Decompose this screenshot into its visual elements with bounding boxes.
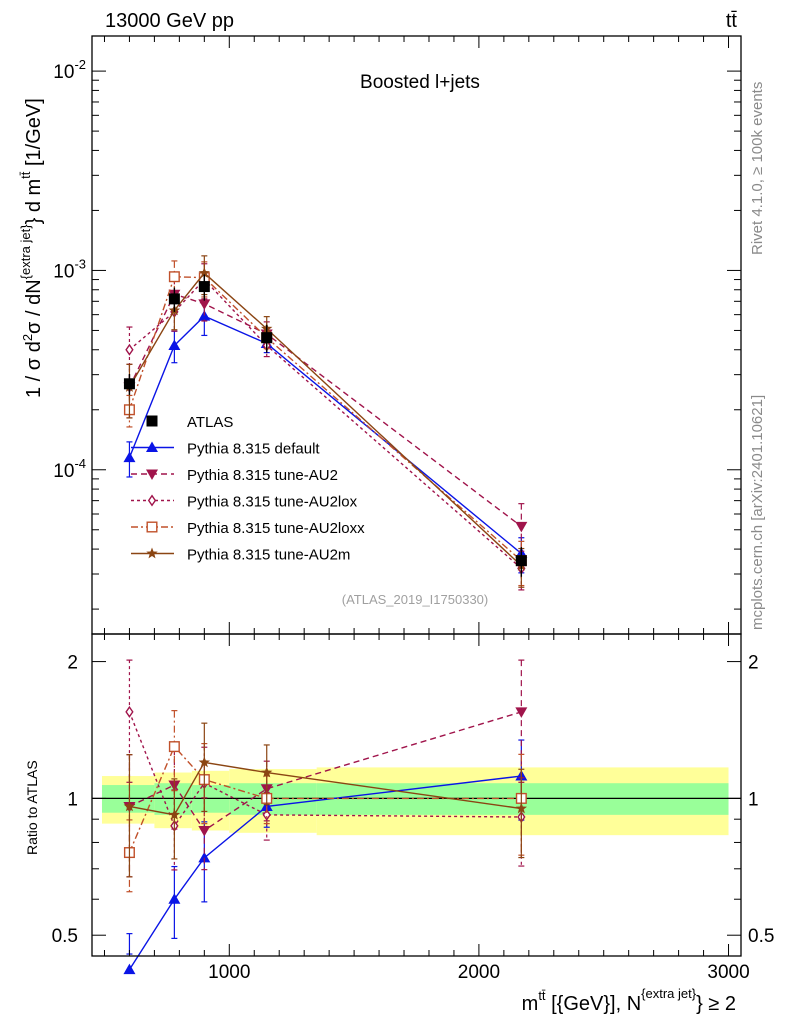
- x-axis-label-part: [{GeV}], N: [546, 993, 642, 1015]
- series-layer: [123, 255, 528, 975]
- x-axis-label-part: } ≥ 2: [696, 993, 736, 1015]
- marker-triangle-up: [123, 451, 136, 463]
- header-right-label: tt̄: [726, 10, 738, 32]
- y-axis-label-part: 1 / σ d: [23, 341, 45, 398]
- mcplots-label: mcplots.cern.ch [arXiv:2401.10621]: [749, 395, 766, 630]
- marker-data-square: [123, 378, 135, 390]
- ratio-y-tick-label-right: 1: [748, 789, 759, 810]
- marker-star: [261, 766, 273, 778]
- legend-entry-label: Pythia 8.315 tune-AU2m: [187, 547, 350, 564]
- marker-triangle-down: [198, 299, 211, 310]
- ratio-panel-frame: [91, 633, 742, 957]
- legend: ATLAS Pythia 8.315 default Pythia 8.315 tu…: [131, 414, 365, 564]
- legend-entry-label: Pythia 8.315 tune-AU2lox: [187, 494, 358, 511]
- legend-entry-label: Pythia 8.315 tune-AU2: [187, 467, 338, 484]
- marker-triangle-up: [146, 441, 158, 452]
- y-tick-label: 10-3: [53, 256, 86, 282]
- main-panel-frame: [91, 35, 742, 635]
- marker-square: [168, 741, 180, 753]
- atlas-data-layer: [123, 274, 527, 577]
- marker-triangle-down: [146, 469, 158, 480]
- marker-diamond: [262, 808, 271, 821]
- x-tick-label: 2000: [458, 962, 500, 983]
- marker-data-square: [146, 415, 158, 427]
- marker-triangle-up: [123, 963, 136, 975]
- marker-star: [198, 267, 210, 278]
- y-axis-label-part: } d m: [23, 179, 45, 225]
- marker-star: [198, 756, 210, 768]
- marker-square: [168, 271, 180, 283]
- rivet-label: Rivet 4.1.0, ≥ 100k events: [749, 82, 766, 255]
- x-tick-label: 1000: [208, 962, 250, 983]
- x-axis-label: mtt̄ [{GeV}], N{extra jet}} ≥ 2: [522, 986, 736, 1015]
- series-line-main: [128, 293, 522, 527]
- marker-diamond: [125, 343, 134, 356]
- ratio-axis-label: Ratio to ATLAS: [24, 760, 40, 855]
- ratio-y-tick-label-left: 1: [67, 789, 78, 810]
- y-tick-label-base: 10: [53, 461, 74, 482]
- marker-data-square: [168, 293, 180, 305]
- series-line-ratio: [128, 745, 522, 853]
- y-tick-label-exponent: -2: [74, 57, 86, 72]
- marker-triangle-up: [168, 893, 181, 904]
- marker-triangle-up: [168, 339, 181, 351]
- y-axis-label-part: [1/GeV]: [23, 98, 45, 171]
- marker-star: [168, 808, 181, 820]
- x-tick-label: 3000: [707, 962, 749, 983]
- ratio-y-tick-label-right: 0.5: [748, 926, 774, 947]
- y-tick-label-exponent: -4: [74, 456, 86, 471]
- marker-triangle-down: [198, 825, 211, 837]
- marker-diamond: [125, 705, 134, 718]
- marker-triangle-down: [515, 707, 528, 718]
- marker-diamond: [147, 494, 157, 507]
- marker-square: [146, 521, 158, 533]
- y-tick-label-base: 10: [53, 261, 74, 282]
- marker-star: [146, 547, 158, 559]
- y-tick-label: 10-2: [53, 57, 86, 83]
- marker-triangle-down: [515, 521, 528, 533]
- y-tick-label-base: 10: [53, 62, 74, 83]
- marker-data-square: [261, 332, 273, 344]
- y-axis-label-sup: {extra jet}: [18, 224, 33, 280]
- axis-frames: [91, 35, 742, 957]
- marker-star: [515, 802, 527, 814]
- header-left-label: 13000 GeV pp: [105, 10, 234, 32]
- axis-ticks: [92, 36, 741, 956]
- marker-data-square: [198, 281, 210, 293]
- legend-entry-label: Pythia 8.315 default: [187, 441, 320, 458]
- x-axis-label-sup: tt̄: [538, 988, 546, 1003]
- chart-title: Boosted l+jets: [360, 72, 480, 93]
- ratio-y-tick-label-right: 2: [748, 653, 759, 674]
- marker-triangle-up: [198, 851, 211, 863]
- analysis-tag: (ATLAS_2019_I1750330): [342, 592, 488, 607]
- legend-entry-label: Pythia 8.315 tune-AU2loxx: [187, 520, 365, 537]
- marker-star: [123, 800, 136, 812]
- series-line-main: [128, 315, 522, 555]
- y-axis-label-part: σ / dN: [23, 279, 45, 334]
- x-axis-label-part: m: [522, 993, 539, 1015]
- y-axis-label: 1 / σ d2σ / dN{extra jet}} d mtt̄ [1/GeV…: [18, 98, 45, 398]
- y-axis-label-sup: tt̄: [18, 171, 33, 179]
- x-axis-label-sup: {extra jet}: [641, 986, 697, 1001]
- ratio-y-tick-label-left: 0.5: [52, 926, 78, 947]
- marker-data-square: [515, 555, 527, 567]
- y-tick-label-exponent: -3: [74, 256, 86, 271]
- ratio-y-tick-label-left: 2: [67, 653, 78, 674]
- legend-entry-label: ATLAS: [187, 414, 233, 431]
- y-axis-label-sup: 2: [20, 334, 35, 341]
- y-tick-label: 10-4: [53, 456, 86, 482]
